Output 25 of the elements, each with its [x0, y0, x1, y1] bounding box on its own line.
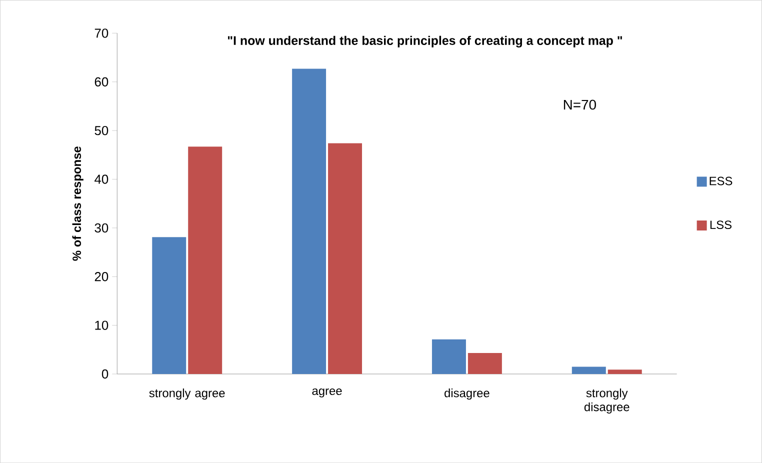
y-tick-label: 30: [94, 223, 108, 232]
legend-label: LSS: [710, 220, 732, 229]
annotation: N=70: [564, 100, 596, 110]
bar: [292, 68, 326, 374]
x-tick-label: strongly agree: [149, 388, 225, 400]
x-tick-label: agree: [312, 388, 342, 398]
chart-title: "I now understand the basic principles of creating a concept map ": [228, 36, 622, 48]
y-tick-label: 10: [95, 320, 108, 330]
y-tick-label: 50: [94, 126, 108, 136]
y-tick-label: 70: [94, 28, 108, 38]
bar: [572, 366, 606, 374]
x-tick-label: disagree: [444, 388, 490, 400]
bar: [188, 146, 222, 374]
x-tick-label: strongly disagree: [584, 388, 630, 414]
bar: [328, 143, 362, 374]
bar: [608, 370, 642, 374]
y-tick-label: 60: [94, 77, 108, 86]
y-tick-label: 20: [94, 272, 108, 282]
bar: [432, 339, 466, 374]
y-tick-label: 0: [102, 369, 108, 379]
bar: [152, 237, 186, 374]
bar: [468, 352, 502, 374]
y-axis-title: % of class response: [72, 146, 84, 261]
legend-label: ESS: [710, 176, 732, 186]
y-tick-label: 40: [94, 174, 108, 184]
